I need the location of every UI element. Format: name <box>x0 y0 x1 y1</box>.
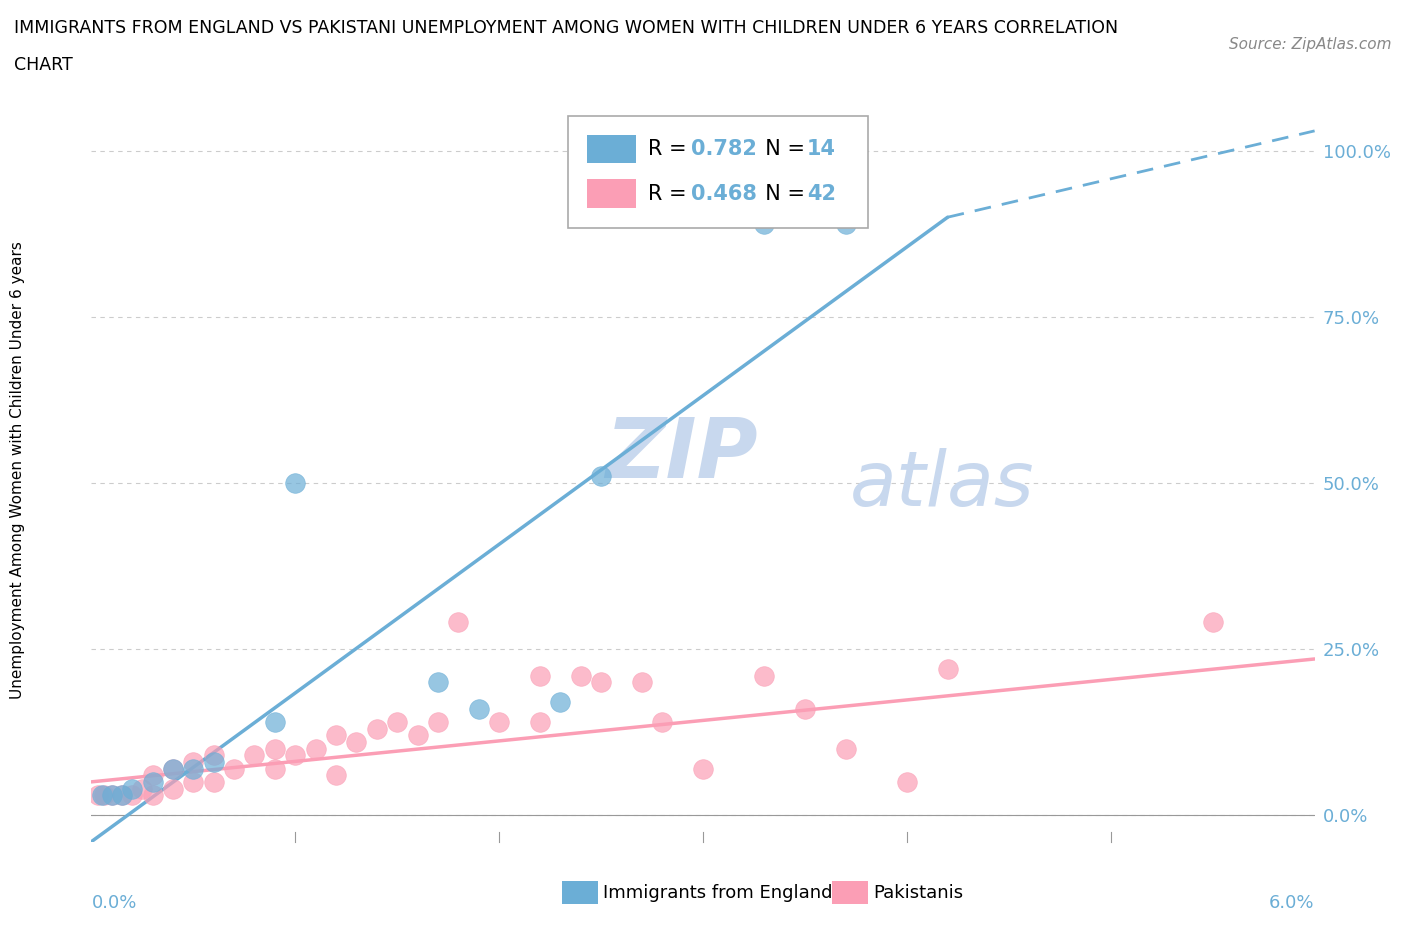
Point <box>162 781 184 796</box>
Point <box>243 748 266 763</box>
Text: Pakistanis: Pakistanis <box>873 884 963 902</box>
Point <box>141 788 165 803</box>
Text: Source: ZipAtlas.com: Source: ZipAtlas.com <box>1229 37 1392 52</box>
Point <box>406 728 429 743</box>
Point <box>651 714 673 729</box>
Point <box>529 668 551 683</box>
Point <box>264 714 287 729</box>
Point <box>427 714 450 729</box>
Point <box>183 775 205 790</box>
Text: 0.0%: 0.0% <box>91 894 136 911</box>
Point <box>468 701 491 716</box>
Point <box>325 728 347 743</box>
Text: 6.0%: 6.0% <box>1270 894 1315 911</box>
Point <box>131 781 153 796</box>
Text: N =: N = <box>752 139 811 159</box>
Point <box>162 761 184 776</box>
Point <box>183 754 205 769</box>
Point <box>202 754 225 769</box>
Point <box>631 675 654 690</box>
Bar <box>586 135 636 163</box>
Text: Unemployment Among Women with Children Under 6 years: Unemployment Among Women with Children U… <box>10 241 25 698</box>
Point <box>224 761 246 776</box>
Point <box>111 788 134 803</box>
Point <box>1202 615 1225 630</box>
Point <box>121 788 143 803</box>
Point <box>754 217 776 232</box>
Point <box>121 781 143 796</box>
Point <box>264 741 287 756</box>
Point <box>141 768 165 783</box>
Point <box>427 675 450 690</box>
Text: ZIP: ZIP <box>605 414 758 496</box>
Point <box>325 768 347 783</box>
Point <box>794 701 817 716</box>
Point <box>162 761 184 776</box>
Point <box>591 675 613 690</box>
Point <box>202 748 225 763</box>
Point <box>141 775 165 790</box>
Text: 0.468: 0.468 <box>690 183 756 204</box>
Point <box>202 775 225 790</box>
FancyBboxPatch shape <box>568 116 868 228</box>
Point <box>93 788 115 803</box>
Text: Immigrants from England: Immigrants from England <box>603 884 832 902</box>
Point <box>86 788 108 803</box>
Text: R =: R = <box>648 139 693 159</box>
Text: N =: N = <box>752 183 811 204</box>
Point <box>692 761 714 776</box>
Point <box>569 668 592 683</box>
Point <box>90 788 112 803</box>
Point <box>936 661 959 676</box>
Point <box>101 788 124 803</box>
Text: 0.782: 0.782 <box>690 139 756 159</box>
Point <box>488 714 510 729</box>
Point <box>183 761 205 776</box>
Text: R =: R = <box>648 183 693 204</box>
Text: 42: 42 <box>807 183 837 204</box>
Text: CHART: CHART <box>14 56 73 73</box>
Point <box>835 741 858 756</box>
Point <box>264 761 287 776</box>
Point <box>591 469 613 484</box>
Point <box>754 668 776 683</box>
Point <box>385 714 409 729</box>
Point <box>284 475 307 490</box>
Text: atlas: atlas <box>849 447 1035 522</box>
Point <box>346 735 368 750</box>
Point <box>366 722 388 737</box>
Bar <box>586 179 636 207</box>
Point <box>529 714 551 729</box>
Point <box>896 775 918 790</box>
Point <box>111 788 134 803</box>
Point <box>305 741 328 756</box>
Text: 14: 14 <box>807 139 837 159</box>
Point <box>550 695 572 710</box>
Text: IMMIGRANTS FROM ENGLAND VS PAKISTANI UNEMPLOYMENT AMONG WOMEN WITH CHILDREN UNDE: IMMIGRANTS FROM ENGLAND VS PAKISTANI UNE… <box>14 19 1118 36</box>
Point <box>447 615 470 630</box>
Point <box>284 748 307 763</box>
Point <box>101 788 124 803</box>
Point <box>835 217 858 232</box>
